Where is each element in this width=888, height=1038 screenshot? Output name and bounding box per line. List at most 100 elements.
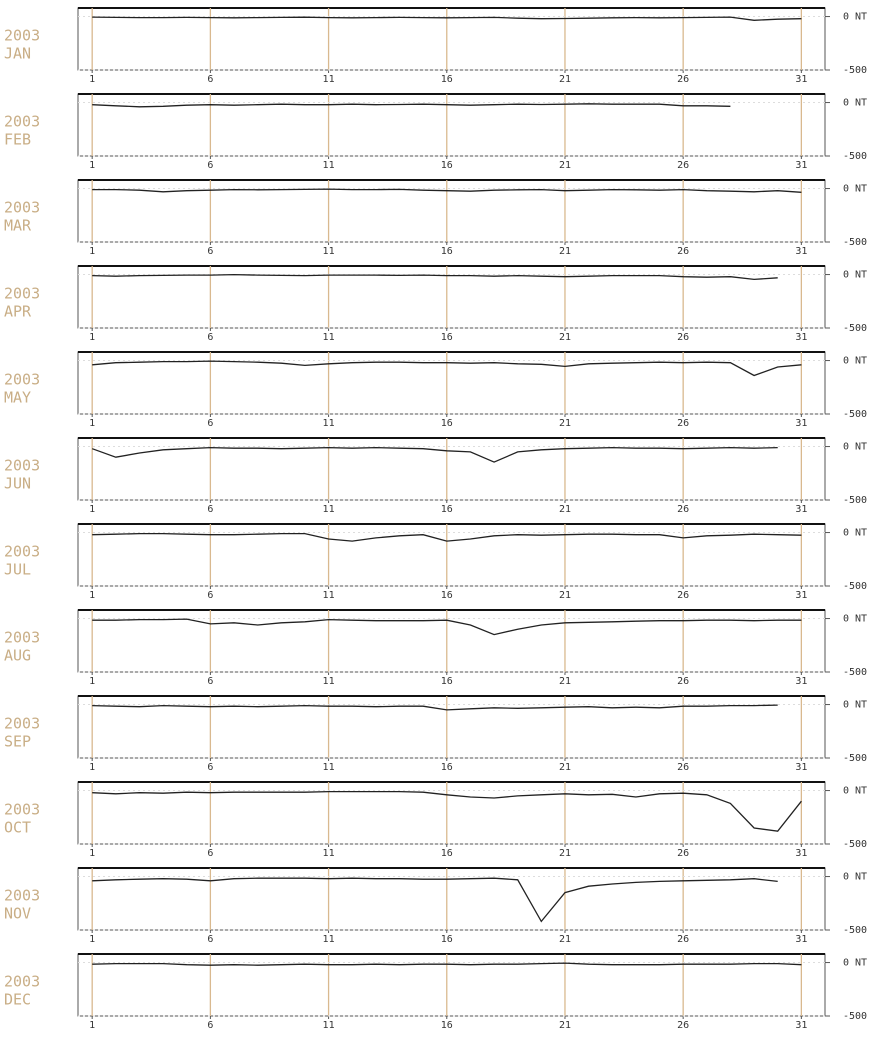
x-tick-label: 31 [795, 332, 807, 343]
y-tick-label: -500 [843, 151, 867, 162]
data-line [92, 877, 778, 923]
y-tick-label: -500 [843, 1011, 867, 1022]
year-label: 2003 [4, 285, 40, 303]
year-label: 2003 [4, 887, 40, 905]
x-tick-label: 11 [323, 934, 335, 945]
y-tick-label: 0 NT [843, 442, 867, 453]
data-line [92, 790, 802, 832]
data-line [92, 532, 802, 542]
x-tick-label: 6 [207, 676, 213, 687]
data-line [92, 103, 731, 108]
x-tick-label: 31 [795, 246, 807, 257]
month-label: MAR [4, 217, 32, 235]
x-tick-label: 26 [677, 160, 689, 171]
x-tick-label: 1 [89, 848, 95, 859]
plot-frame [77, 523, 826, 587]
x-tick-label: 21 [559, 246, 571, 257]
month-label: APR [4, 303, 32, 321]
y-tick-label: 0 NT [843, 872, 867, 883]
y-tick-label: -500 [843, 753, 867, 764]
x-tick-label: 16 [441, 590, 453, 601]
year-label: 2003 [4, 27, 40, 45]
x-tick-label: 6 [207, 848, 213, 859]
x-tick-label: 1 [89, 504, 95, 515]
x-tick-label: 1 [89, 1020, 95, 1031]
plot-frame [77, 437, 826, 501]
x-tick-label: 26 [677, 934, 689, 945]
x-tick-label: 31 [795, 504, 807, 515]
x-tick-label: 16 [441, 848, 453, 859]
x-tick-label: 31 [795, 418, 807, 429]
data-line [91, 446, 778, 463]
y-tick-label: 0 NT [843, 12, 867, 23]
x-tick-label: 1 [89, 590, 95, 601]
year-label: 2003 [4, 543, 40, 561]
x-tick-label: 26 [677, 762, 689, 773]
x-tick-label: 31 [795, 762, 807, 773]
x-tick-label: 16 [441, 332, 453, 343]
x-tick-label: 31 [795, 848, 807, 859]
data-line [92, 16, 802, 21]
month-label: FEB [4, 131, 31, 149]
x-tick-label: 1 [89, 418, 95, 429]
year-label: 2003 [4, 199, 40, 217]
x-tick-label: 11 [323, 848, 335, 859]
month-label: DEC [4, 991, 31, 1009]
year-label: 2003 [4, 371, 40, 389]
x-tick-label: 11 [323, 762, 335, 773]
x-tick-label: 1 [89, 332, 95, 343]
x-tick-label: 1 [89, 762, 95, 773]
x-tick-label: 16 [441, 246, 453, 257]
plot-frame [77, 781, 826, 845]
x-tick-label: 21 [559, 676, 571, 687]
data-line [92, 618, 802, 636]
x-tick-label: 26 [677, 332, 689, 343]
month-label: OCT [4, 819, 31, 837]
x-tick-label: 31 [795, 590, 807, 601]
x-tick-label: 21 [559, 1020, 571, 1031]
x-tick-label: 26 [677, 848, 689, 859]
y-tick-label: 0 NT [843, 356, 867, 367]
year-label: 2003 [4, 715, 40, 733]
x-tick-label: 1 [89, 160, 95, 171]
month-label: SEP [4, 733, 31, 751]
y-tick-label: -500 [843, 495, 867, 506]
x-tick-label: 31 [795, 934, 807, 945]
x-tick-label: 16 [441, 504, 453, 515]
x-tick-label: 21 [559, 848, 571, 859]
x-tick-label: 6 [207, 504, 213, 515]
x-tick-label: 21 [559, 418, 571, 429]
x-tick-label: 26 [677, 504, 689, 515]
x-tick-label: 31 [795, 1020, 807, 1031]
data-line [92, 188, 802, 193]
x-tick-label: 6 [207, 590, 213, 601]
y-tick-label: -500 [843, 409, 867, 420]
x-tick-label: 31 [795, 676, 807, 687]
x-tick-label: 6 [207, 160, 213, 171]
month-label: JUN [4, 475, 31, 493]
x-tick-label: 11 [323, 590, 335, 601]
x-tick-label: 26 [677, 246, 689, 257]
month-label: NOV [4, 905, 31, 923]
data-line [92, 360, 802, 377]
month-label: JUL [4, 561, 31, 579]
plot-frame [77, 867, 826, 931]
x-tick-label: 16 [441, 160, 453, 171]
x-tick-label: 6 [207, 246, 213, 257]
x-tick-label: 1 [89, 246, 95, 257]
x-tick-label: 1 [89, 934, 95, 945]
x-tick-label: 11 [323, 418, 335, 429]
x-tick-label: 11 [323, 1020, 335, 1031]
x-tick-label: 26 [677, 1020, 689, 1031]
year-label: 2003 [4, 629, 40, 647]
data-line [92, 704, 778, 711]
plot-frame [77, 953, 826, 1017]
y-tick-label: 0 NT [843, 786, 867, 797]
plot-frame [77, 695, 826, 759]
y-tick-label: 0 NT [843, 98, 867, 109]
x-tick-label: 11 [323, 246, 335, 257]
plot-frame [77, 265, 826, 329]
year-label: 2003 [4, 973, 40, 991]
x-tick-label: 6 [207, 418, 213, 429]
x-tick-label: 31 [795, 74, 807, 85]
